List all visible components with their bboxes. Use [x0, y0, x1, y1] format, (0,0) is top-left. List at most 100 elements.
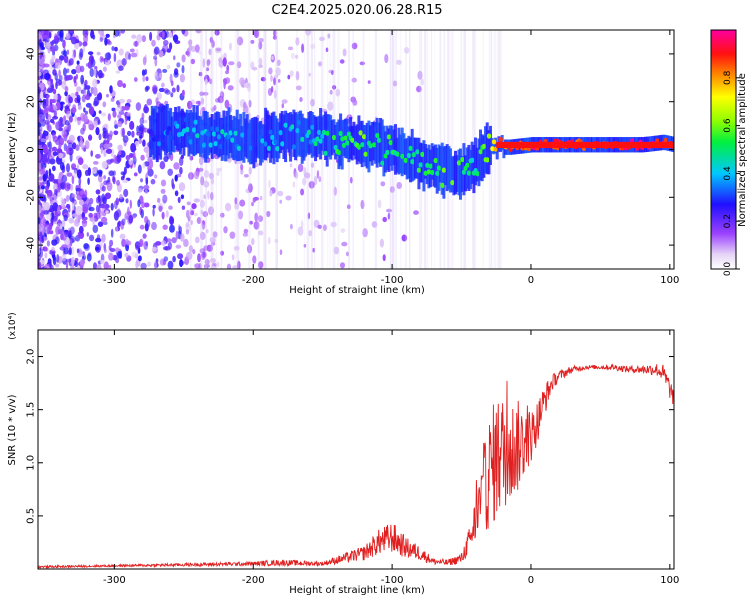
noise-blob — [57, 95, 62, 100]
noise-blob — [316, 170, 320, 179]
noise-blob — [172, 255, 176, 263]
noise-blob — [58, 152, 64, 159]
ridge-cell — [242, 112, 246, 163]
ridge-cell — [282, 114, 286, 159]
x-tick-label: -200 — [242, 275, 265, 286]
noise-blob — [71, 197, 75, 204]
noise-blob — [59, 117, 63, 125]
noise-blob — [141, 35, 146, 43]
noise-blob — [43, 194, 47, 203]
ridge-cell — [232, 115, 236, 161]
noise-blob — [90, 150, 93, 157]
noise-blob — [362, 228, 368, 238]
ridge-cell — [325, 114, 329, 167]
noise-blob — [299, 97, 303, 102]
ridge-cell — [277, 122, 281, 159]
noise-blob — [62, 39, 66, 49]
noise-blob — [50, 118, 55, 124]
noise-blob — [152, 86, 158, 95]
noise-blob — [58, 141, 62, 148]
noise-blob — [57, 175, 61, 184]
noise-blob — [210, 192, 214, 201]
ridge-cell — [489, 125, 492, 165]
ridge-peak — [206, 131, 212, 137]
noise-blob — [253, 30, 260, 38]
noise-blob — [40, 185, 46, 190]
ridge-cell — [295, 114, 299, 157]
ridge-cell — [402, 133, 406, 174]
noise-blob — [163, 155, 169, 163]
noise-blob — [297, 226, 304, 236]
noise-blob — [159, 161, 166, 170]
noise-blob — [349, 176, 353, 184]
noise-blob — [203, 194, 206, 200]
noise-blob — [162, 44, 169, 53]
noise-blob — [162, 246, 169, 251]
noise-blob — [210, 258, 216, 263]
noise-blob — [95, 246, 100, 251]
ridge-peak — [358, 130, 363, 136]
noise-blob — [46, 157, 51, 165]
noise-blob — [53, 105, 58, 111]
noise-blob — [420, 78, 425, 86]
noise-blob — [257, 215, 264, 223]
ridge-cell — [492, 139, 496, 155]
noise-blob — [89, 68, 95, 77]
noise-blob — [65, 194, 70, 202]
noise-blob — [93, 100, 99, 107]
noise-blob — [59, 32, 64, 42]
ridge-cell — [294, 112, 298, 161]
noise-blob — [68, 96, 73, 104]
noise-blob — [327, 33, 331, 39]
noise-blob — [218, 57, 223, 63]
noise-blob — [40, 223, 45, 227]
noise-blob — [147, 261, 152, 267]
ridge-peak — [395, 151, 400, 157]
noise-blob — [43, 91, 46, 99]
noise-blob — [178, 226, 182, 234]
spectrogram-marks — [38, 30, 674, 269]
noise-blob — [139, 135, 143, 139]
ridge-cell — [432, 146, 436, 187]
noise-blob — [49, 158, 56, 165]
noise-blob — [76, 164, 80, 170]
noise-blob — [188, 39, 193, 46]
noise-blob — [50, 84, 55, 91]
noise-blob — [145, 76, 149, 82]
ridge-peak — [201, 142, 207, 148]
noise-blob — [88, 197, 94, 205]
ridge-peak — [450, 180, 455, 186]
ridge-peak — [260, 138, 265, 144]
noise-blob — [41, 191, 44, 198]
noise-blob — [59, 101, 64, 112]
ridge-cell — [422, 140, 426, 192]
noise-blob — [161, 211, 165, 220]
ridge-peak — [441, 167, 447, 173]
ridge-peak — [663, 137, 668, 143]
noise-blob — [84, 85, 91, 90]
ridge-peak — [350, 137, 355, 143]
ridge-peak — [315, 136, 320, 142]
ridge-peak — [210, 126, 215, 132]
noise-blob — [61, 253, 67, 262]
noise-blob — [40, 138, 46, 143]
noise-blob — [290, 223, 293, 230]
noise-blob — [107, 113, 111, 121]
noise-blob — [89, 92, 92, 97]
noise-blob — [66, 163, 70, 173]
noise-blob — [243, 101, 247, 109]
noise-blob — [58, 79, 63, 86]
ridge-peak — [340, 136, 345, 142]
noise-blob — [82, 164, 89, 170]
noise-blob — [181, 54, 186, 63]
noise-blob — [83, 107, 86, 113]
noise-blob — [128, 158, 133, 166]
noise-blob — [177, 196, 181, 204]
noise-blob — [214, 30, 220, 36]
noise-blob — [71, 166, 75, 170]
ridge-peak — [216, 134, 222, 140]
noise-blob — [67, 122, 71, 132]
noise-blob — [92, 220, 96, 226]
noise-blob — [92, 262, 98, 269]
noise-blob — [73, 49, 77, 58]
